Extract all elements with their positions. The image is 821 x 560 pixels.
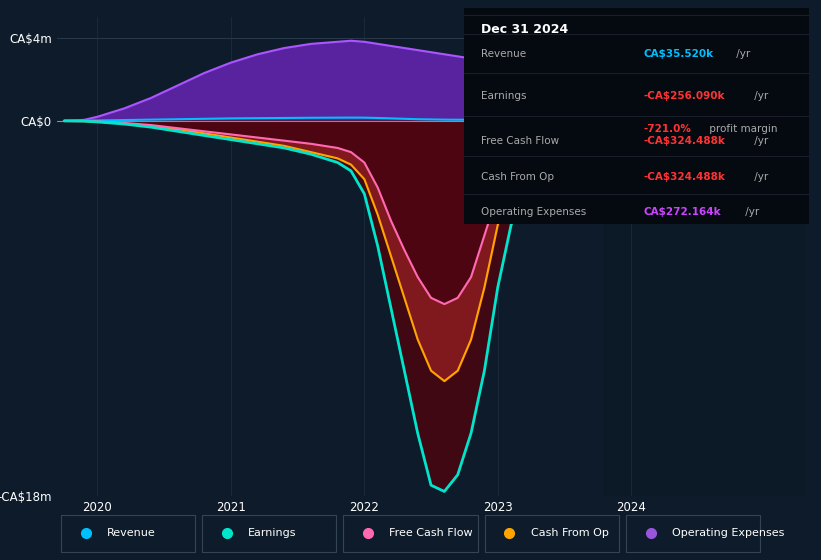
Text: /yr: /yr: [733, 49, 750, 59]
Text: Revenue: Revenue: [481, 49, 526, 59]
Text: Cash From Op: Cash From Op: [530, 529, 608, 538]
Text: /yr: /yr: [750, 136, 768, 146]
Text: Earnings: Earnings: [248, 529, 296, 538]
Bar: [604, 17, 805, 496]
Text: -CA$324.488k: -CA$324.488k: [643, 171, 725, 181]
Text: CA$272.164k: CA$272.164k: [643, 207, 721, 217]
Text: -721.0%: -721.0%: [643, 124, 691, 134]
Text: Earnings: Earnings: [481, 91, 526, 101]
Text: Operating Expenses: Operating Expenses: [481, 207, 586, 217]
Text: Free Cash Flow: Free Cash Flow: [481, 136, 559, 146]
Text: Revenue: Revenue: [107, 529, 156, 538]
Text: /yr: /yr: [750, 91, 768, 101]
Text: Cash From Op: Cash From Op: [481, 171, 554, 181]
Text: Free Cash Flow: Free Cash Flow: [389, 529, 473, 538]
Text: /yr: /yr: [750, 171, 768, 181]
Text: /yr: /yr: [742, 207, 759, 217]
Text: -CA$256.090k: -CA$256.090k: [643, 91, 725, 101]
Text: CA$35.520k: CA$35.520k: [643, 49, 713, 59]
Text: Operating Expenses: Operating Expenses: [672, 529, 784, 538]
Text: Dec 31 2024: Dec 31 2024: [481, 24, 568, 36]
Text: profit margin: profit margin: [706, 124, 777, 134]
Text: -CA$324.488k: -CA$324.488k: [643, 136, 725, 146]
